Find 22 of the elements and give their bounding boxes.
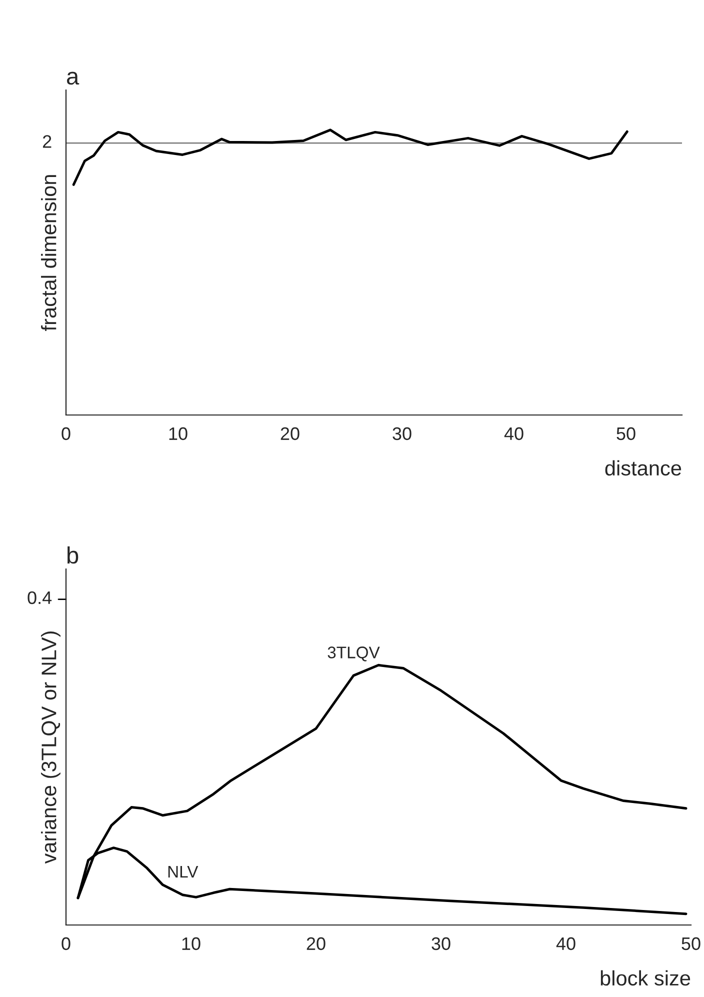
chart-title: a xyxy=(67,72,80,85)
x-tick-label: 40 xyxy=(556,937,576,950)
x-tick-label: 30 xyxy=(432,937,450,950)
x-tick-label: 50 xyxy=(616,427,636,440)
x-axis-title: block size xyxy=(600,970,690,986)
x-tick-label: 0 xyxy=(62,937,70,950)
x-tick-label: 50 xyxy=(682,937,700,950)
y-axis-title: fractal dimension xyxy=(41,175,56,331)
x-tick-label: 30 xyxy=(392,427,412,440)
x-axis-title: distance xyxy=(605,460,682,476)
series-label: 3TLQV xyxy=(328,646,380,662)
x-tick-label: 20 xyxy=(280,427,300,440)
x-tick-label: 10 xyxy=(169,427,188,440)
chart-title: b xyxy=(68,546,78,564)
y-axis-title: variance (3TLQV or NLV) xyxy=(41,632,60,864)
x-tick-label: 10 xyxy=(182,937,200,950)
text: 0.4 xyxy=(28,591,52,604)
x-tick-label: 40 xyxy=(504,427,524,440)
text: 2 xyxy=(42,135,52,148)
x-tick-label: 0 xyxy=(62,427,70,440)
x-tick-label: 20 xyxy=(306,937,326,950)
series-label: NLV xyxy=(168,866,198,878)
